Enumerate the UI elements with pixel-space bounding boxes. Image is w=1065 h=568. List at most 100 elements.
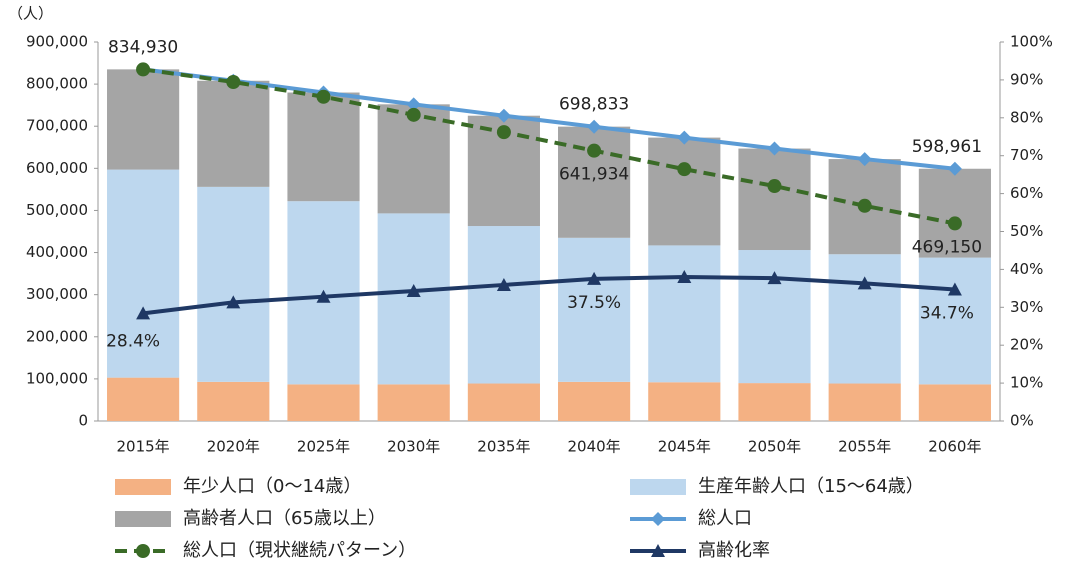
bar bbox=[558, 381, 631, 421]
bar bbox=[648, 137, 721, 246]
marker bbox=[767, 141, 782, 156]
y2-tick-label: 70% bbox=[1010, 146, 1043, 164]
data-label: 698,833 bbox=[559, 95, 629, 115]
y2-tick-label: 30% bbox=[1010, 298, 1043, 316]
marker bbox=[316, 89, 331, 104]
data-label: 598,961 bbox=[912, 137, 982, 157]
bar bbox=[377, 213, 450, 385]
x-tick-label: 2040年 bbox=[568, 438, 621, 456]
y-tick-label: 600,000 bbox=[26, 159, 88, 177]
marker bbox=[587, 143, 602, 158]
marker bbox=[406, 284, 421, 298]
bar bbox=[197, 381, 270, 421]
legend-swatch bbox=[115, 479, 171, 495]
legend-label: 高齢者人口（65歳以上） bbox=[183, 508, 386, 529]
bar bbox=[107, 169, 180, 378]
line bbox=[142, 274, 956, 316]
x-tick-label: 2060年 bbox=[928, 438, 981, 456]
legend-swatch bbox=[630, 479, 686, 495]
marker bbox=[947, 282, 962, 296]
marker bbox=[947, 216, 962, 231]
legend-label: 総人口 bbox=[698, 508, 752, 529]
legend-label: 高齢化率 bbox=[698, 540, 770, 561]
bar bbox=[648, 245, 721, 383]
marker bbox=[677, 269, 692, 283]
bar bbox=[107, 69, 180, 170]
bar bbox=[558, 237, 631, 382]
y-axis-unit: （人） bbox=[8, 5, 53, 23]
x-tick-label: 2030年 bbox=[387, 438, 440, 456]
y-tick-label: 100,000 bbox=[26, 369, 88, 387]
marker bbox=[857, 152, 872, 167]
y2-tick-label: 80% bbox=[1010, 108, 1043, 126]
y2-tick-label: 60% bbox=[1010, 184, 1043, 202]
bar bbox=[828, 254, 901, 384]
x-tick-label: 2015年 bbox=[117, 438, 170, 456]
legend-marker bbox=[651, 512, 665, 526]
data-label: 641,934 bbox=[559, 165, 629, 185]
marker bbox=[136, 306, 151, 320]
y-tick-label: 300,000 bbox=[26, 285, 88, 303]
bar bbox=[107, 377, 180, 421]
marker bbox=[226, 75, 241, 90]
x-tick-label: 2045年 bbox=[658, 438, 711, 456]
bar bbox=[197, 186, 270, 382]
x-tick-label: 2035年 bbox=[477, 438, 530, 456]
legend-marker bbox=[136, 544, 150, 558]
legend-label: 年少人口（0～14歳） bbox=[183, 476, 361, 497]
x-tick-label: 2055年 bbox=[838, 438, 891, 456]
y-tick-label: 900,000 bbox=[26, 33, 88, 51]
x-tick-label: 2025年 bbox=[297, 438, 350, 456]
y2-tick-label: 40% bbox=[1010, 260, 1043, 278]
y-tick-label: 400,000 bbox=[26, 243, 88, 261]
y-tick-label: 500,000 bbox=[26, 201, 88, 219]
y2-tick-label: 100% bbox=[1010, 33, 1053, 51]
line bbox=[142, 67, 956, 171]
marker bbox=[496, 108, 511, 123]
bar bbox=[828, 383, 901, 421]
marker bbox=[587, 119, 602, 134]
bar bbox=[377, 384, 450, 421]
marker bbox=[496, 125, 511, 140]
y2-tick-label: 20% bbox=[1010, 336, 1043, 354]
bar bbox=[738, 250, 811, 384]
line bbox=[142, 67, 956, 226]
marker bbox=[316, 289, 331, 303]
y-tick-label: 200,000 bbox=[26, 327, 88, 345]
bar bbox=[918, 384, 991, 421]
x-tick-label: 2050年 bbox=[748, 438, 801, 456]
data-label: 37.5% bbox=[567, 293, 621, 313]
legend-swatch bbox=[115, 511, 171, 527]
legend-marker bbox=[651, 544, 665, 557]
bar bbox=[287, 92, 360, 202]
marker bbox=[136, 62, 151, 77]
data-label: 34.7% bbox=[920, 303, 974, 323]
marker bbox=[406, 107, 421, 122]
marker bbox=[677, 162, 692, 177]
y2-tick-label: 90% bbox=[1010, 70, 1043, 88]
y2-tick-label: 50% bbox=[1010, 222, 1043, 240]
bar bbox=[648, 382, 721, 421]
data-label: 469,150 bbox=[912, 237, 982, 257]
marker bbox=[767, 271, 782, 285]
bar bbox=[918, 257, 991, 385]
marker bbox=[857, 198, 872, 213]
y2-tick-label: 0% bbox=[1010, 412, 1034, 430]
bar bbox=[738, 383, 811, 421]
marker bbox=[406, 97, 421, 112]
marker bbox=[947, 161, 962, 176]
bar bbox=[197, 80, 270, 187]
y-tick-label: 0 bbox=[78, 412, 88, 430]
bar bbox=[377, 104, 450, 214]
marker bbox=[767, 179, 782, 194]
data-label: 28.4% bbox=[106, 331, 160, 351]
marker bbox=[226, 295, 241, 309]
marker bbox=[587, 271, 602, 285]
y2-tick-label: 10% bbox=[1010, 374, 1043, 392]
bar bbox=[918, 168, 991, 258]
marker bbox=[496, 277, 511, 291]
bar bbox=[467, 383, 540, 421]
legend-label: 総人口（現状継続パターン） bbox=[183, 540, 416, 561]
bar bbox=[467, 226, 540, 384]
marker bbox=[857, 276, 872, 290]
